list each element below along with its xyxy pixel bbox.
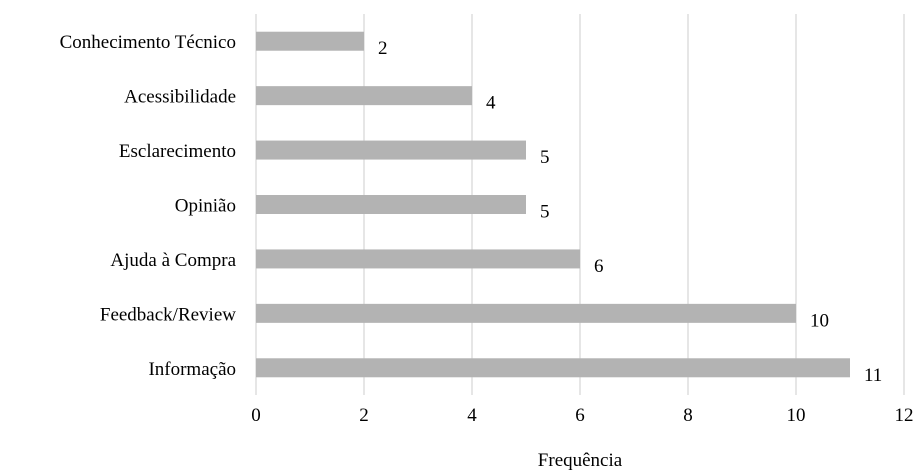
data-label: 6 — [594, 256, 604, 277]
bar — [256, 140, 526, 160]
bar — [256, 358, 850, 378]
data-labels: 2 4 5 5 6 10 11 — [378, 38, 882, 386]
bar — [256, 86, 472, 106]
category-label: Acessibilidade — [124, 87, 236, 108]
category-label: Informação — [148, 359, 236, 380]
x-tick-label: 6 — [575, 405, 585, 426]
x-tick-label: 0 — [251, 405, 261, 426]
data-label: 11 — [864, 365, 882, 386]
x-tick-label: 8 — [683, 405, 693, 426]
data-label: 2 — [378, 38, 388, 59]
category-labels: Conhecimento Técnico Acessibilidade Esclar… — [60, 32, 237, 380]
category-label: Esclarecimento — [119, 141, 236, 162]
data-label: 5 — [540, 147, 550, 168]
bars — [256, 31, 850, 378]
data-label: 10 — [810, 310, 829, 331]
bar — [256, 195, 526, 214]
x-tick-labels: 0 2 4 6 8 10 12 — [251, 405, 913, 426]
category-label: Conhecimento Técnico — [60, 32, 236, 53]
x-tick-label: 10 — [787, 405, 806, 426]
x-tick-label: 12 — [895, 405, 914, 426]
x-tick-label: 2 — [359, 405, 369, 426]
bar — [256, 249, 580, 269]
bar — [256, 31, 364, 51]
category-label: Feedback/Review — [100, 304, 236, 325]
x-tick-label: 4 — [467, 405, 477, 426]
category-label: Opinião — [175, 196, 236, 217]
bar — [256, 303, 796, 323]
category-label: Ajuda à Compra — [110, 250, 236, 271]
x-axis-title: Frequência — [538, 450, 623, 471]
data-label: 4 — [486, 93, 496, 114]
data-label: 5 — [540, 202, 550, 223]
